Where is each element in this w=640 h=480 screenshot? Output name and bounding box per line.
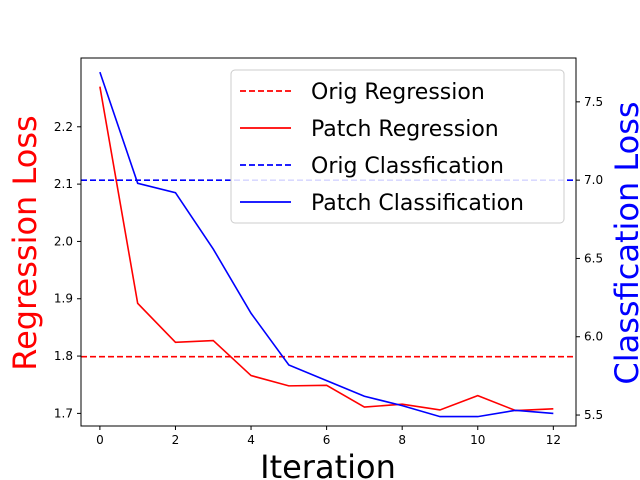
left-y-tick-label: 1.7: [54, 406, 73, 420]
x-tick-label: 10: [470, 433, 485, 447]
left-y-tick-label: 2.0: [54, 234, 73, 248]
left-y-tick-label: 1.9: [54, 292, 73, 306]
left-y-tick-label: 2.2: [54, 120, 73, 134]
x-tick-label: 2: [172, 433, 180, 447]
x-tick-label: 12: [546, 433, 561, 447]
x-tick-label: 6: [323, 433, 331, 447]
series-line-patch-classification: [99, 71, 554, 418]
x-tick-label: 8: [398, 433, 406, 447]
left-y-tick-label: 2.1: [54, 177, 73, 191]
x-tick-label: 0: [96, 433, 104, 447]
series-line-patch-regression: [99, 86, 554, 412]
left-y-tick-label: 1.8: [54, 349, 73, 363]
legend-box: [230, 69, 565, 224]
legend-label-patch-classification: Patch Classification: [311, 191, 524, 216]
right-y-tick-label: 6.0: [584, 330, 603, 344]
legend: Orig Regression Patch Regression Orig Clas…: [230, 69, 565, 224]
plot-frame: [80, 57, 577, 427]
x-tick-label: 4: [247, 433, 255, 447]
right-y-tick-label: 7.5: [584, 95, 603, 109]
right-y-tick-label: 6.5: [584, 251, 603, 265]
right-y-axis-label: Classfication Loss: [608, 101, 640, 384]
right-y-tick-label: 7.0: [584, 173, 603, 187]
left-y-axis-label: Regression Loss: [6, 115, 44, 370]
axes: 0 2 4 6 8 10 12 1.7 1.8 1.9 2.0 2.1 2.2 5.5 6.0 6.5 7.0 7…: [54, 57, 603, 447]
right-y-tick-label: 5.5: [584, 408, 603, 422]
x-axis-label: Iteration: [260, 448, 396, 480]
legend-label-orig-classfication: Orig Classfication: [311, 154, 504, 179]
legend-label-orig-regression: Orig Regression: [311, 80, 485, 105]
legend-label-patch-regression: Patch Regression: [311, 117, 499, 142]
